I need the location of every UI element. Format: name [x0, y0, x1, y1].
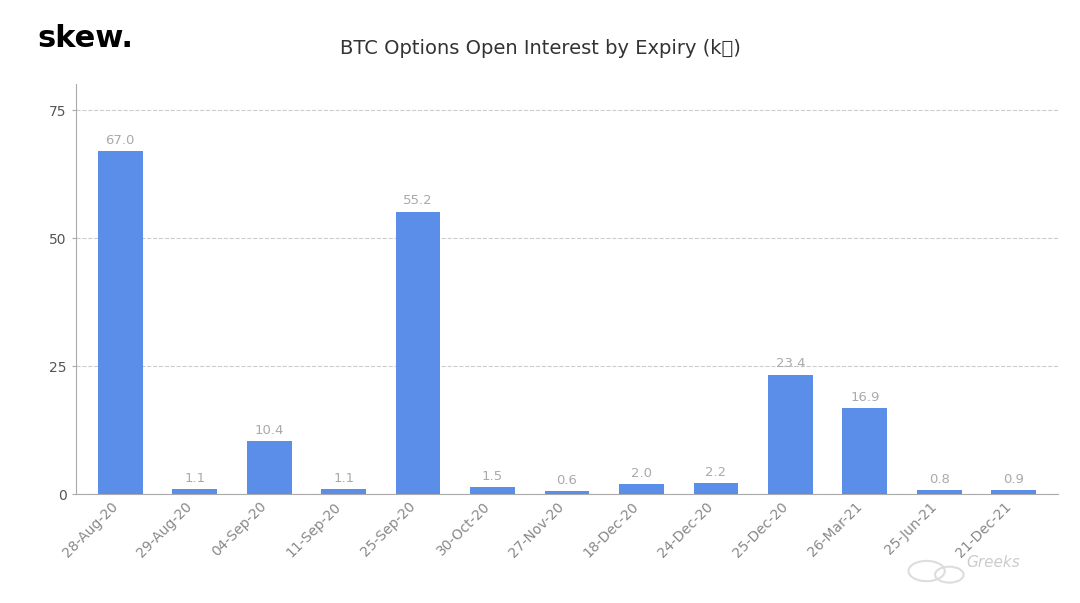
- Bar: [470, 487, 515, 494]
- Bar: [247, 441, 292, 494]
- Text: Greeks: Greeks: [967, 555, 1021, 570]
- Text: 0.8: 0.8: [929, 473, 949, 486]
- Bar: [173, 489, 217, 494]
- Text: 67.0: 67.0: [106, 134, 135, 147]
- Text: 0.6: 0.6: [556, 475, 578, 487]
- Bar: [98, 151, 143, 494]
- Bar: [395, 212, 441, 494]
- Text: 1.1: 1.1: [333, 472, 354, 485]
- Text: 23.4: 23.4: [775, 358, 805, 370]
- Text: 1.1: 1.1: [185, 472, 205, 485]
- Text: skew.: skew.: [38, 24, 134, 53]
- Bar: [544, 491, 590, 494]
- Bar: [322, 489, 366, 494]
- Text: 0.9: 0.9: [1003, 473, 1024, 486]
- Bar: [991, 490, 1036, 494]
- Text: 2.0: 2.0: [631, 467, 652, 480]
- Text: 1.5: 1.5: [482, 470, 503, 482]
- Text: 2.2: 2.2: [705, 466, 727, 479]
- Bar: [768, 374, 813, 494]
- Text: 16.9: 16.9: [850, 391, 879, 404]
- Bar: [842, 408, 887, 494]
- Text: BTC Options Open Interest by Expiry (k₿): BTC Options Open Interest by Expiry (k₿): [339, 39, 741, 58]
- Text: 10.4: 10.4: [255, 424, 284, 437]
- Bar: [619, 484, 664, 494]
- Bar: [917, 490, 961, 494]
- Bar: [693, 483, 739, 494]
- Text: 55.2: 55.2: [403, 194, 433, 207]
